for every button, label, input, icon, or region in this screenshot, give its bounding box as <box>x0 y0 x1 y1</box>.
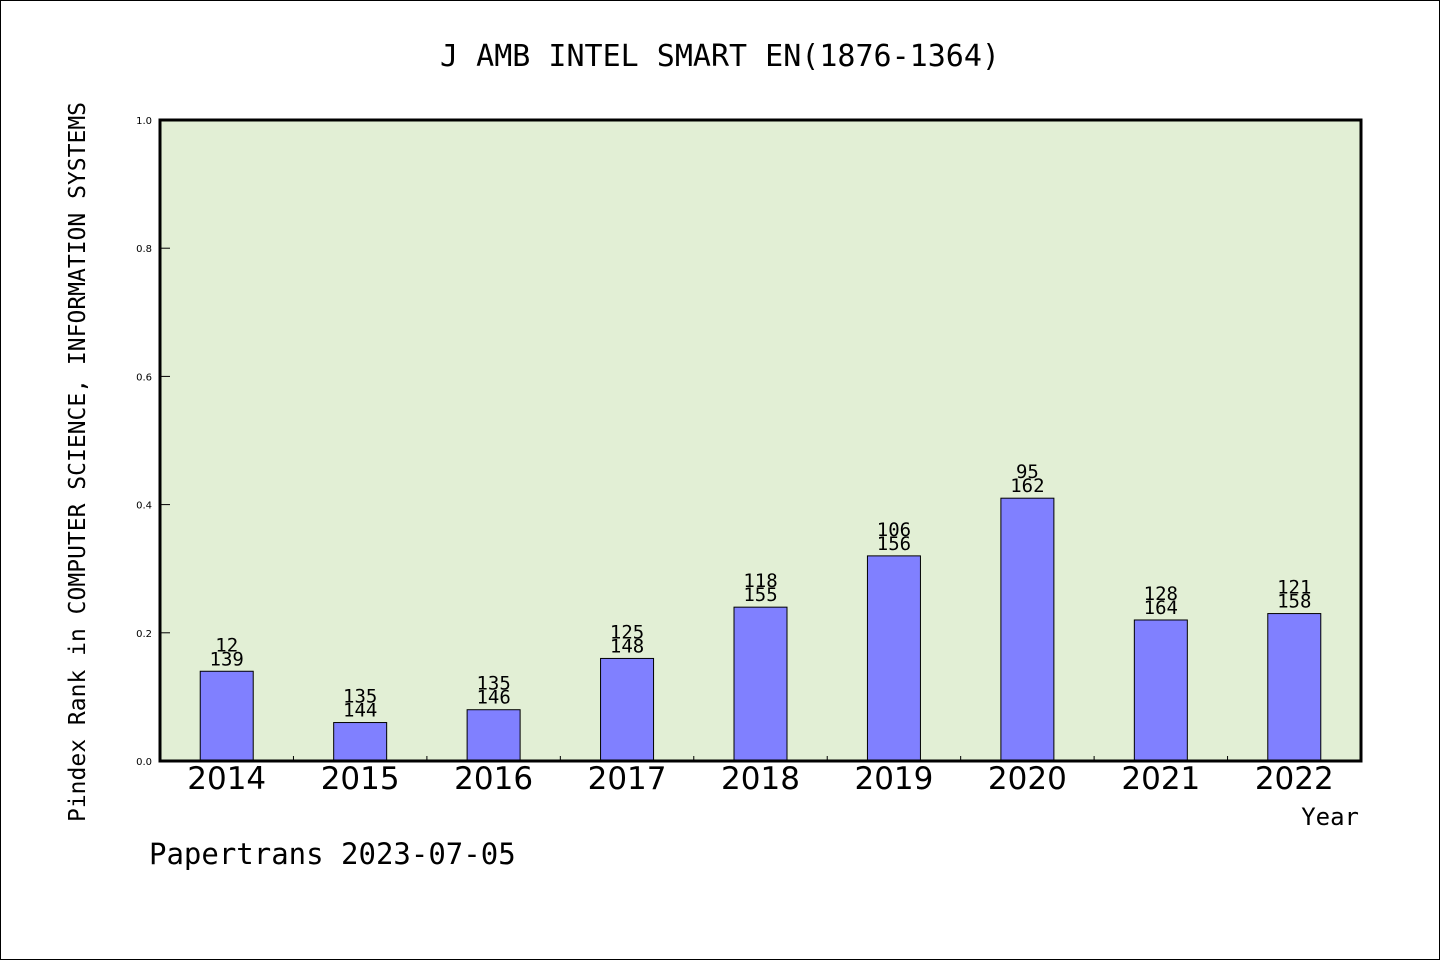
y-tick-label: 0.2 <box>136 629 152 640</box>
bar <box>1133 619 1188 762</box>
bar-label-top: 128 <box>1144 583 1178 605</box>
x-tick-label: 2017 <box>588 761 667 797</box>
bar <box>333 722 388 762</box>
x-axis-label: Year <box>1301 803 1359 831</box>
bar-label-bottom: 148 <box>610 635 644 657</box>
bar-label-top: 121 <box>1277 577 1311 599</box>
bar-label-bottom: 155 <box>743 584 777 606</box>
x-tick-label: 2018 <box>721 761 800 797</box>
y-tick-label: 0.8 <box>136 244 152 255</box>
bars-group: 1213913514413514612514811815510615695162… <box>199 461 1322 762</box>
bar <box>199 670 254 762</box>
bar <box>1267 613 1322 762</box>
bar-label-top: 135 <box>343 686 377 708</box>
chart-title: J AMB INTEL SMART EN(1876-1364) <box>440 39 1000 74</box>
bar-label-top: 95 <box>1016 461 1039 483</box>
bar-label-top: 135 <box>476 673 510 695</box>
bar-label-top: 118 <box>743 570 777 592</box>
x-axis: 2014 2015 2016 2017 2018 2019 2020 2021 2022 <box>187 756 1334 797</box>
bar-label-bottom: 158 <box>1277 591 1311 613</box>
bar-label-bottom: 164 <box>1144 597 1178 619</box>
plot-border <box>158 118 1363 763</box>
bar-label-top: 106 <box>877 519 911 541</box>
y-tick-label: 1.0 <box>136 116 152 127</box>
x-tick-label: 2022 <box>1255 761 1334 797</box>
y-tick-label: 0.0 <box>136 757 152 768</box>
x-tick-label: 2015 <box>321 761 400 797</box>
bar-label-bottom: 139 <box>210 648 244 670</box>
x-tick-label: 2021 <box>1121 761 1200 797</box>
y-axis-label: Pindex Rank in COMPUTER SCIENCE, INFORMA… <box>65 102 91 822</box>
bar-label-top: 125 <box>610 621 644 643</box>
bar-label-top: 12 <box>215 634 238 656</box>
bar <box>866 555 921 762</box>
bar <box>1000 497 1055 762</box>
bar <box>466 709 521 762</box>
x-tick-label: 2019 <box>854 761 933 797</box>
bar-label-bottom: 156 <box>877 533 911 555</box>
y-tick-label: 0.4 <box>136 501 152 512</box>
bar-label-bottom: 144 <box>343 700 377 722</box>
footer-text: Papertrans 2023-07-05 <box>149 837 516 871</box>
bar-label-bottom: 162 <box>1010 475 1044 497</box>
x-tick-label: 2016 <box>454 761 533 797</box>
x-tick-label: 2020 <box>988 761 1067 797</box>
bar-label-bottom: 146 <box>476 687 510 709</box>
x-tick-label: 2014 <box>187 761 266 797</box>
bar <box>733 606 788 762</box>
y-tick-label: 0.6 <box>136 372 152 383</box>
bar <box>600 657 655 762</box>
